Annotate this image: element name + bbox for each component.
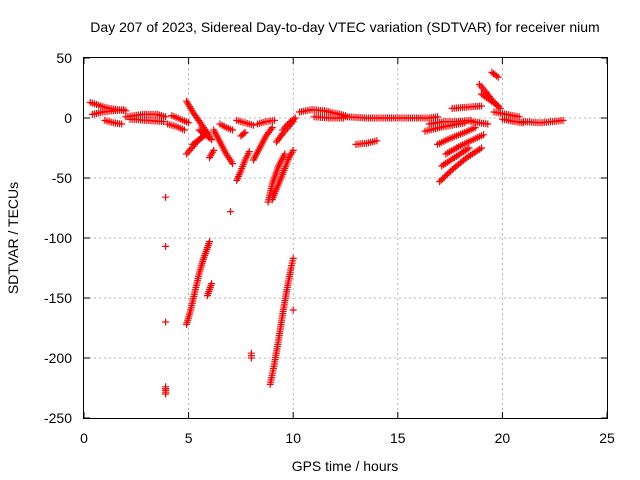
data-point xyxy=(290,115,298,123)
data-point xyxy=(267,125,275,133)
data-point xyxy=(187,145,195,153)
data-point xyxy=(484,120,492,128)
data-point xyxy=(289,254,297,262)
data-point xyxy=(493,101,501,109)
data-point xyxy=(162,193,170,201)
data-point xyxy=(226,208,234,216)
data-point xyxy=(270,116,278,124)
x-tick-label: 15 xyxy=(390,430,406,446)
data-point xyxy=(208,280,216,288)
data-point xyxy=(437,176,445,184)
x-tick-label: 20 xyxy=(495,430,511,446)
data-point xyxy=(477,82,485,90)
chart-title: Day 207 of 2023, Sidereal Day-to-day VTE… xyxy=(90,19,599,35)
data-point xyxy=(162,242,170,250)
plot-frame xyxy=(83,57,608,419)
data-point xyxy=(162,318,170,326)
data-point xyxy=(159,118,167,126)
data-point xyxy=(494,102,502,110)
y-tick-label: -150 xyxy=(44,290,72,306)
data-point xyxy=(475,80,483,88)
data-point xyxy=(247,354,255,362)
data-point xyxy=(183,150,191,158)
x-tick-label: 0 xyxy=(80,430,88,446)
y-tick-label: 50 xyxy=(56,50,72,66)
data-point xyxy=(373,137,381,145)
data-point xyxy=(206,238,214,246)
y-axis-label: SDTVAR / TECUs xyxy=(5,182,21,294)
data-point xyxy=(118,120,126,128)
data-point xyxy=(268,124,276,132)
data-point xyxy=(162,390,170,398)
x-tick-label: 10 xyxy=(285,430,301,446)
data-point xyxy=(465,144,473,152)
data-point xyxy=(440,173,448,181)
data-point xyxy=(280,124,288,132)
data-point xyxy=(279,126,287,134)
data-point xyxy=(443,170,451,178)
data-point xyxy=(445,169,453,177)
data-point xyxy=(180,126,188,134)
data-point xyxy=(210,146,218,154)
data-point xyxy=(229,126,237,134)
data-point xyxy=(282,122,290,130)
data-point xyxy=(442,172,450,180)
y-tick-label: -250 xyxy=(44,410,72,426)
data-point xyxy=(185,119,193,127)
data-point xyxy=(494,73,502,81)
y-tick-label: 0 xyxy=(64,110,72,126)
data-point xyxy=(291,114,299,122)
y-tick-label: -50 xyxy=(52,170,72,186)
data-point xyxy=(241,128,249,136)
data-point xyxy=(289,146,297,154)
data-point xyxy=(249,121,257,129)
data-point xyxy=(120,106,128,114)
data-point xyxy=(184,148,192,156)
y-tick-labels: -250 -200 -150 -100 -50 0 50 xyxy=(44,50,72,426)
data-point xyxy=(559,116,567,124)
data-point xyxy=(245,148,253,156)
data-point xyxy=(477,144,485,152)
data-point xyxy=(477,102,485,110)
data-point xyxy=(479,84,487,92)
grid xyxy=(84,58,607,418)
y-tick-label: -200 xyxy=(44,350,72,366)
x-tick-label: 5 xyxy=(185,430,193,446)
data-point xyxy=(289,306,297,314)
x-tick-label: 25 xyxy=(599,430,615,446)
data-point xyxy=(480,131,488,139)
data-point xyxy=(208,136,216,144)
x-tick-labels: 0 5 10 15 20 25 xyxy=(80,430,615,446)
data-point xyxy=(281,150,289,158)
y-tick-label: -100 xyxy=(44,230,72,246)
x-axis-label: GPS time / hours xyxy=(292,458,399,474)
data-point xyxy=(240,130,248,138)
data-point xyxy=(186,146,194,154)
data-point xyxy=(439,175,447,183)
data-point xyxy=(229,160,237,168)
data-point xyxy=(206,134,214,142)
data-point xyxy=(493,72,501,80)
data-point xyxy=(162,113,170,121)
data-point xyxy=(436,178,444,186)
data-points xyxy=(86,68,567,398)
